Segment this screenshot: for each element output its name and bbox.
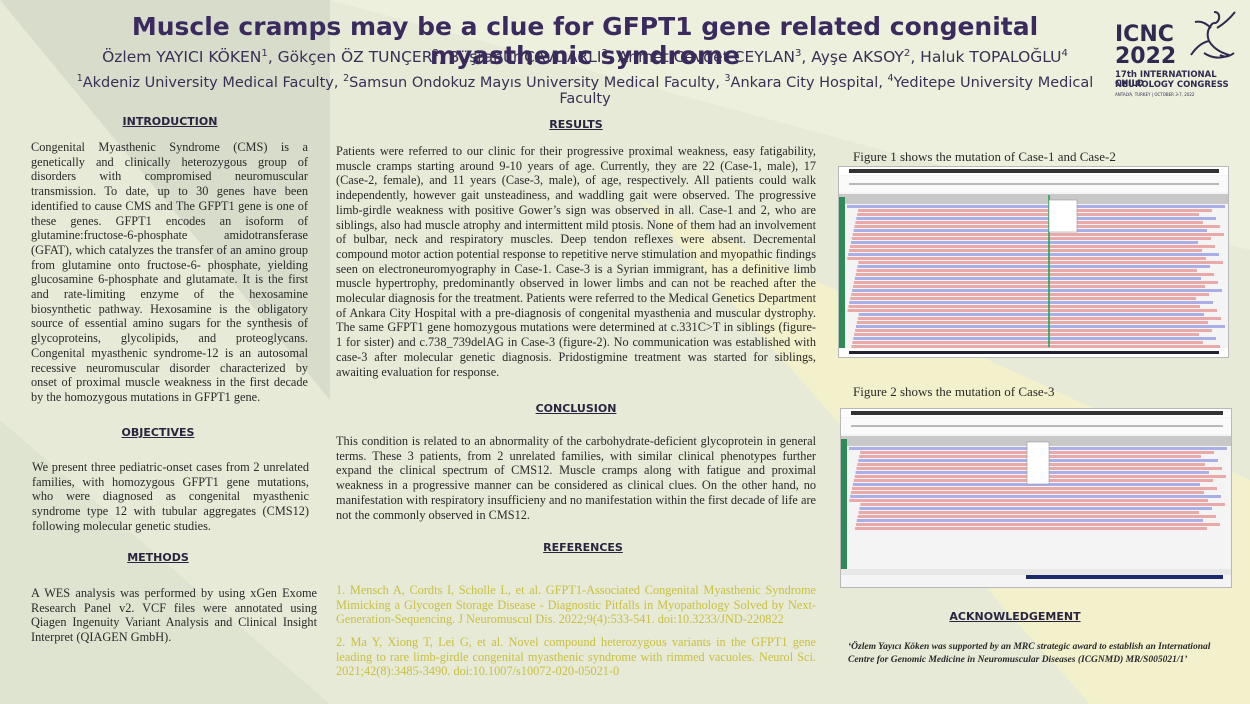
figure1-caption: Figure 1 shows the mutation of Case-1 an… (853, 149, 1116, 164)
introduction-text: Congenital Myasthenic Syndrome (CMS) is … (31, 140, 308, 404)
affiliation-list: 1Akdeniz University Medical Faculty, 2Sa… (76, 73, 1094, 107)
logo-congress-line1: 17th INTERNATIONAL CHILD (1115, 70, 1217, 89)
logo-acronym: ICNC (1115, 22, 1174, 47)
conclusion-text: This condition is related to an abnormal… (336, 434, 816, 522)
author-2: Gökçen ÖZ TUNÇER2 (277, 48, 439, 67)
author-4: Ahmet Cevdet CEYLAN3 (617, 48, 802, 67)
reference-item-1: 1. Mensch A, Cordts I, Scholle L, et al.… (336, 583, 816, 627)
conclusion-heading: CONCLUSION (535, 402, 617, 415)
author-3: Büşranur ÇAVDARLI3 (448, 48, 608, 67)
objectives-heading: OBJECTIVES (121, 426, 195, 439)
author-list: Özlem YAYICI KÖKEN1, Gökçen ÖZ TUNÇER2, … (102, 48, 1068, 67)
figure1-alignment-image (839, 167, 1228, 357)
author-1: Özlem YAYICI KÖKEN1 (102, 48, 268, 67)
figure2-alignment-image (841, 409, 1231, 579)
figure2-genome-browser (840, 408, 1232, 588)
logo-location: ANTALYA, TURKEY | OCTOBER 3-7, 2022 (1115, 92, 1195, 97)
logo-year: 2022 (1115, 44, 1177, 69)
affiliation-2: 2Samsun Ondokuz Mayıs University Medical… (343, 73, 716, 91)
affiliation-4: 4Yeditepe University Medical Faculty (559, 73, 1094, 107)
affiliation-1: 1Akdeniz University Medical Faculty (76, 73, 334, 91)
figure2-caption: Figure 2 shows the mutation of Case-3 (853, 384, 1055, 399)
acknowledgement-heading: ACKNOWLEDGEMENT (949, 610, 1081, 623)
results-text: Patients were referred to our clinic for… (336, 144, 816, 379)
acknowledgement-text: ‘Özlem Yayıcı Köken was supported by an … (848, 642, 1211, 665)
congress-logo: ICNC 2022 17th INTERNATIONAL CHILD NEURO… (1112, 8, 1242, 103)
methods-text: A WES analysis was performed by using xG… (31, 586, 317, 645)
methods-heading: METHODS (127, 551, 189, 564)
references-heading: REFERENCES (543, 541, 623, 554)
figure1-genome-browser (838, 166, 1229, 358)
author-5: Ayşe AKSOY2 (811, 48, 911, 67)
reference-item-2: 2. Ma Y, Xiong T, Lei G, et al. Novel co… (336, 635, 816, 679)
results-heading: RESULTS (549, 118, 603, 131)
logo-congress-line2: NEUROLOGY CONGRESS (1115, 80, 1229, 90)
affiliation-3: 3Ankara City Hospital (724, 73, 879, 91)
dancer-icon (1190, 11, 1236, 59)
author-6: Haluk TOPALOĞLU4 (920, 48, 1068, 67)
introduction-heading: INTRODUCTION (122, 115, 218, 128)
poster-title: Muscle cramps may be a clue for GFPT1 ge… (131, 12, 1039, 70)
objectives-text: We present three pediatric-onset cases f… (32, 460, 309, 533)
